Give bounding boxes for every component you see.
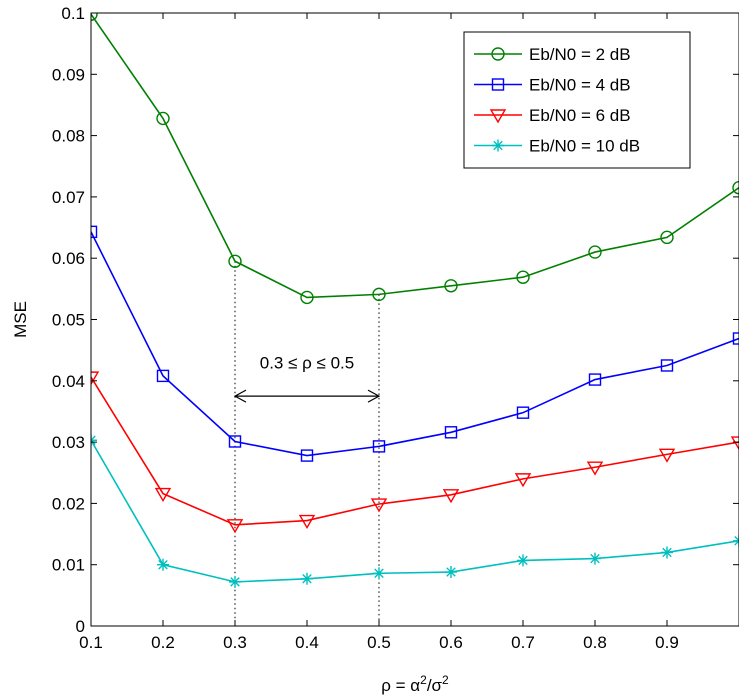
data-point-marker	[372, 440, 386, 453]
data-point-marker	[588, 245, 602, 259]
y-tick-label: 0.02	[52, 494, 85, 513]
data-point-marker	[658, 448, 676, 463]
range-annotation-label: 0.3 ≤ ρ ≤ 0.5	[260, 353, 355, 372]
data-point-marker	[589, 552, 601, 565]
data-point-marker	[91, 225, 98, 239]
data-point-marker	[661, 546, 673, 559]
data-point-marker	[370, 498, 388, 513]
legend-marker	[491, 47, 505, 61]
data-point-marker	[228, 435, 242, 448]
data-point-marker	[228, 254, 242, 268]
legend-entry-eb-n0-10-db: Eb/N0 = 10 dB	[474, 137, 640, 156]
legend-marker	[491, 78, 505, 91]
data-point-marker	[516, 406, 530, 419]
data-point-marker	[588, 373, 602, 386]
y-tick-label: 0.07	[52, 188, 85, 207]
x-tick-label: 0.2	[151, 633, 175, 652]
data-point-marker	[156, 111, 170, 126]
series-line	[91, 231, 739, 457]
data-point-marker	[732, 332, 739, 345]
legend-entry-eb-n0-4-db: Eb/N0 = 4 dB	[474, 76, 631, 95]
data-point-marker	[586, 461, 604, 476]
x-tick-label: 0.5	[367, 633, 391, 652]
series-eb-n0-4-db	[91, 225, 739, 462]
y-tick-label: 0	[76, 617, 85, 636]
y-tick-label: 0.08	[52, 127, 85, 146]
legend-label: Eb/N0 = 10 dB	[529, 137, 640, 156]
data-point-marker	[442, 489, 460, 504]
legend-entry-eb-n0-6-db: Eb/N0 = 6 dB	[474, 106, 631, 125]
series-eb-n0-2-db	[91, 13, 739, 305]
data-point-marker	[444, 279, 458, 293]
data-point-marker	[91, 13, 98, 21]
data-point-marker	[91, 371, 100, 386]
legend-marker	[492, 139, 504, 152]
data-point-marker	[156, 369, 170, 383]
legend-entry-eb-n0-2-db: Eb/N0 = 2 dB	[474, 45, 631, 64]
data-point-marker	[298, 514, 316, 529]
legend-label: Eb/N0 = 6 dB	[529, 106, 631, 125]
data-series	[91, 13, 739, 588]
data-point-marker	[660, 359, 674, 372]
range-arrowhead-right	[367, 389, 381, 403]
y-tick-label: 0.1	[61, 4, 85, 23]
data-point-marker	[229, 575, 241, 588]
annotation-guides	[234, 261, 380, 626]
data-point-marker	[300, 290, 314, 305]
data-point-marker	[154, 487, 172, 502]
data-point-marker	[373, 567, 385, 580]
x-tick-label: 0.7	[511, 633, 535, 652]
y-tick-label: 0.09	[52, 65, 85, 84]
series-eb-n0-10-db	[91, 434, 739, 588]
range-annotation: 0.3 ≤ ρ ≤ 0.5	[233, 353, 381, 403]
data-point-marker	[300, 449, 314, 462]
legend: Eb/N0 = 2 dB Eb/N0 = 4 dB Eb/N0 = 6 dB Eb/N…	[463, 31, 691, 169]
data-point-marker	[444, 426, 458, 439]
data-point-marker	[514, 473, 532, 488]
legend-label: Eb/N0 = 4 dB	[529, 76, 631, 95]
y-axis-label: MSE	[11, 301, 30, 338]
data-point-marker	[226, 519, 244, 534]
data-point-marker	[372, 287, 386, 302]
data-point-marker	[157, 558, 169, 571]
series-line	[91, 13, 739, 299]
legend-label: Eb/N0 = 2 dB	[529, 45, 631, 64]
y-tick-label: 0.03	[52, 433, 85, 452]
x-tick-label: 0.1	[79, 633, 103, 652]
x-tick-label: 0.4	[295, 633, 319, 652]
data-point-marker	[445, 566, 457, 579]
data-point-marker	[733, 534, 739, 547]
legend-marker	[489, 109, 507, 124]
data-point-marker	[732, 181, 739, 195]
data-point-marker	[301, 572, 313, 585]
data-point-marker	[516, 270, 530, 284]
y-tick-label: 0.06	[52, 249, 85, 268]
y-tick-label: 0.01	[52, 556, 85, 575]
series-eb-n0-6-db	[91, 371, 739, 534]
range-arrowhead-left	[233, 389, 247, 403]
series-line	[91, 439, 739, 583]
data-point-marker	[517, 554, 529, 567]
x-axis-label: ρ = α2​/σ2​	[381, 673, 449, 695]
y-axis-ticks: 0 0.01 0.02 0.03 0.04 0.05 0.06 0.07 0.08 0.09 0.1	[52, 4, 739, 636]
data-point-marker	[730, 436, 739, 451]
x-axis-ticks: 0.1 0.2 0.3 0.4 0.5 0.6 0.7 0.8 0.9	[79, 13, 679, 652]
x-tick-label: 0.8	[583, 633, 607, 652]
y-tick-label: 0.04	[52, 372, 85, 391]
series-line	[91, 376, 739, 526]
x-tick-label: 0.6	[439, 633, 463, 652]
y-tick-label: 0.05	[52, 311, 85, 330]
x-tick-label: 0.3	[223, 633, 247, 652]
x-tick-label: 0.9	[655, 633, 679, 652]
data-point-marker	[660, 230, 674, 245]
